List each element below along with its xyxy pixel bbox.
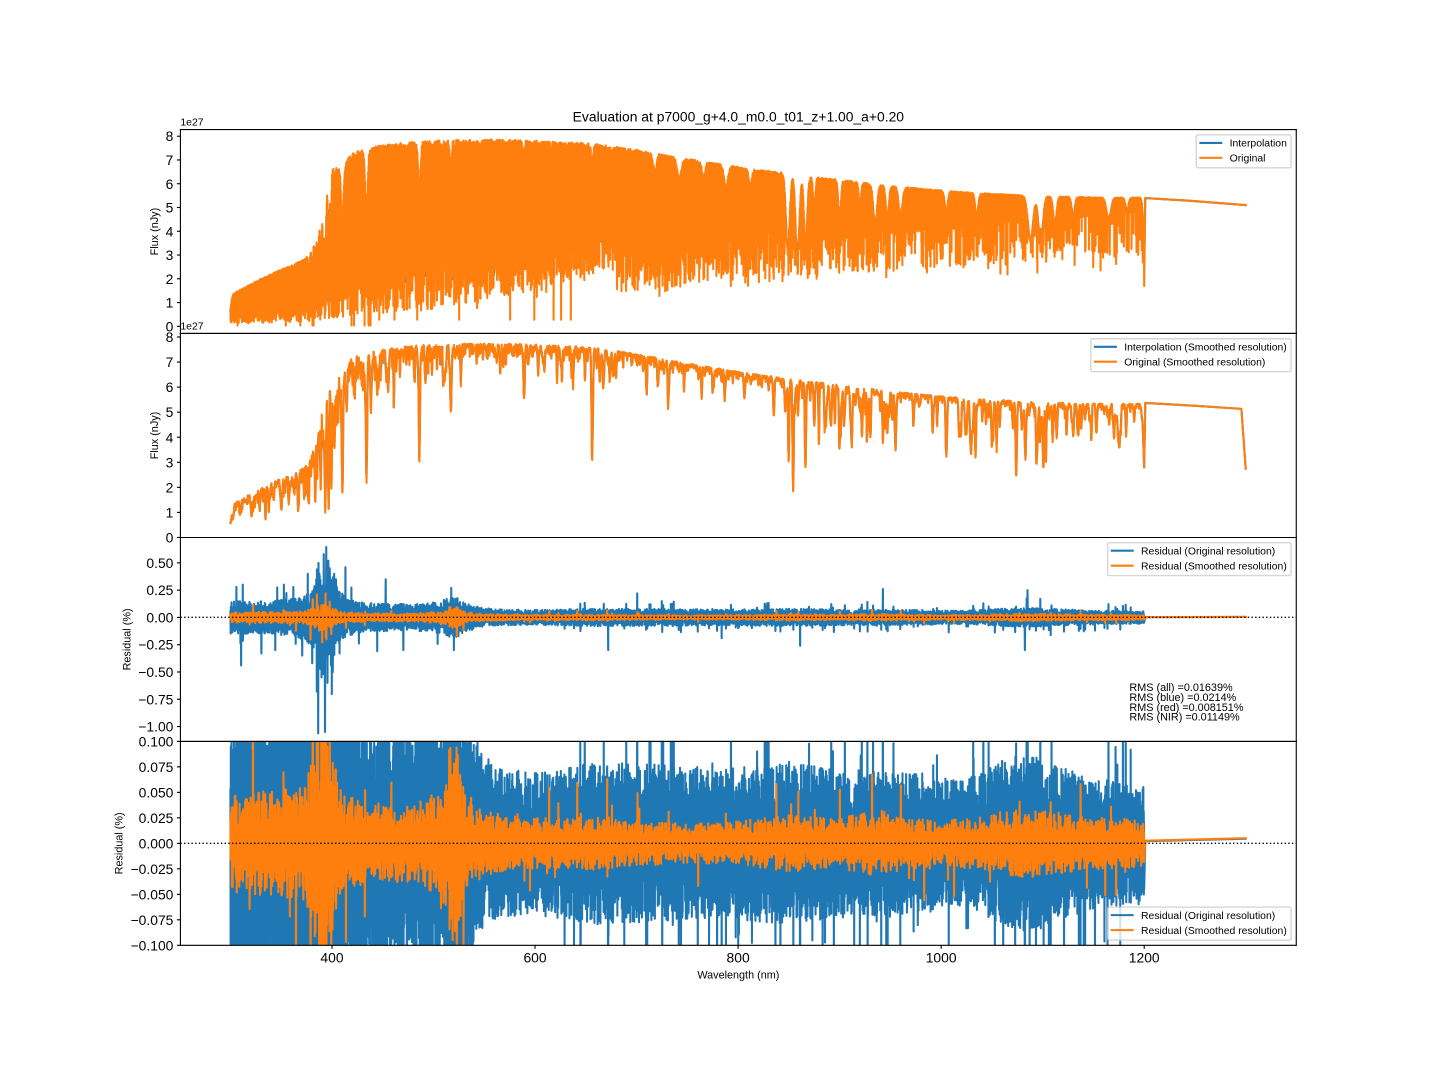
svg-text:−0.075: −0.075 — [131, 912, 174, 928]
svg-text:−0.025: −0.025 — [131, 861, 174, 877]
svg-text:0: 0 — [166, 529, 174, 545]
svg-text:5: 5 — [166, 404, 174, 420]
svg-text:−0.75: −0.75 — [138, 691, 173, 707]
svg-text:Residual (%): Residual (%) — [114, 812, 126, 874]
svg-text:RMS (red) =0.008151%: RMS (red) =0.008151% — [1129, 702, 1243, 714]
svg-text:Residual (Original resolution): Residual (Original resolution) — [1141, 546, 1275, 557]
svg-text:Residual (Original resolution): Residual (Original resolution) — [1141, 911, 1275, 922]
svg-text:800: 800 — [727, 949, 750, 965]
svg-text:0.100: 0.100 — [139, 733, 174, 749]
svg-text:1200: 1200 — [1129, 949, 1160, 965]
svg-text:Original (Smoothed resolution): Original (Smoothed resolution) — [1124, 357, 1265, 368]
svg-text:8: 8 — [166, 128, 174, 144]
svg-text:4: 4 — [166, 223, 174, 239]
svg-text:5: 5 — [166, 200, 174, 216]
svg-text:6: 6 — [166, 176, 174, 192]
svg-text:8: 8 — [166, 329, 174, 345]
svg-text:−1.00: −1.00 — [138, 719, 173, 735]
svg-text:−0.050: −0.050 — [131, 886, 174, 902]
svg-text:Original: Original — [1230, 153, 1266, 164]
svg-text:RMS (blue) =0.0214%: RMS (blue) =0.0214% — [1129, 692, 1236, 704]
svg-text:0.00: 0.00 — [146, 609, 173, 625]
svg-text:Interpolation (Smoothed resolu: Interpolation (Smoothed resolution) — [1124, 342, 1287, 353]
svg-text:400: 400 — [320, 949, 343, 965]
svg-text:−0.100: −0.100 — [131, 937, 174, 953]
svg-text:Interpolation: Interpolation — [1230, 139, 1287, 150]
svg-text:0.000: 0.000 — [139, 835, 174, 851]
svg-text:0: 0 — [166, 318, 174, 334]
svg-text:2: 2 — [166, 479, 174, 495]
svg-text:1e27: 1e27 — [180, 321, 203, 332]
svg-text:Residual (Smoothed resolution): Residual (Smoothed resolution) — [1141, 926, 1287, 937]
svg-text:Flux (nJy): Flux (nJy) — [149, 208, 161, 256]
svg-text:Residual (%): Residual (%) — [121, 608, 133, 670]
svg-text:−0.50: −0.50 — [138, 664, 173, 680]
svg-text:3: 3 — [166, 454, 174, 470]
svg-text:7: 7 — [166, 152, 174, 168]
svg-text:1: 1 — [166, 504, 174, 520]
svg-text:−0.25: −0.25 — [138, 637, 173, 653]
svg-text:3: 3 — [166, 247, 174, 263]
svg-text:0.050: 0.050 — [139, 784, 174, 800]
svg-text:0.50: 0.50 — [146, 555, 173, 571]
svg-text:1000: 1000 — [926, 949, 957, 965]
svg-text:2: 2 — [166, 271, 174, 287]
svg-text:Wavelength (nm): Wavelength (nm) — [697, 970, 779, 982]
svg-text:Residual (Smoothed resolution): Residual (Smoothed resolution) — [1141, 561, 1287, 572]
svg-text:RMS (NIR) =0.01149%: RMS (NIR) =0.01149% — [1129, 712, 1240, 724]
svg-text:0.25: 0.25 — [146, 582, 173, 598]
svg-text:0.025: 0.025 — [139, 810, 174, 826]
svg-text:0.075: 0.075 — [139, 759, 174, 775]
svg-text:4: 4 — [166, 429, 174, 445]
svg-text:6: 6 — [166, 379, 174, 395]
svg-text:1e27: 1e27 — [180, 117, 203, 128]
svg-text:Evaluation at p7000_g+4.0_m0.0: Evaluation at p7000_g+4.0_m0.0_t01_z+1.0… — [573, 108, 905, 124]
svg-text:7: 7 — [166, 354, 174, 370]
svg-text:600: 600 — [523, 949, 546, 965]
svg-text:RMS (all) =0.01639%: RMS (all) =0.01639% — [1129, 682, 1233, 694]
svg-text:Flux (nJy): Flux (nJy) — [149, 412, 161, 460]
svg-text:1: 1 — [166, 295, 174, 311]
